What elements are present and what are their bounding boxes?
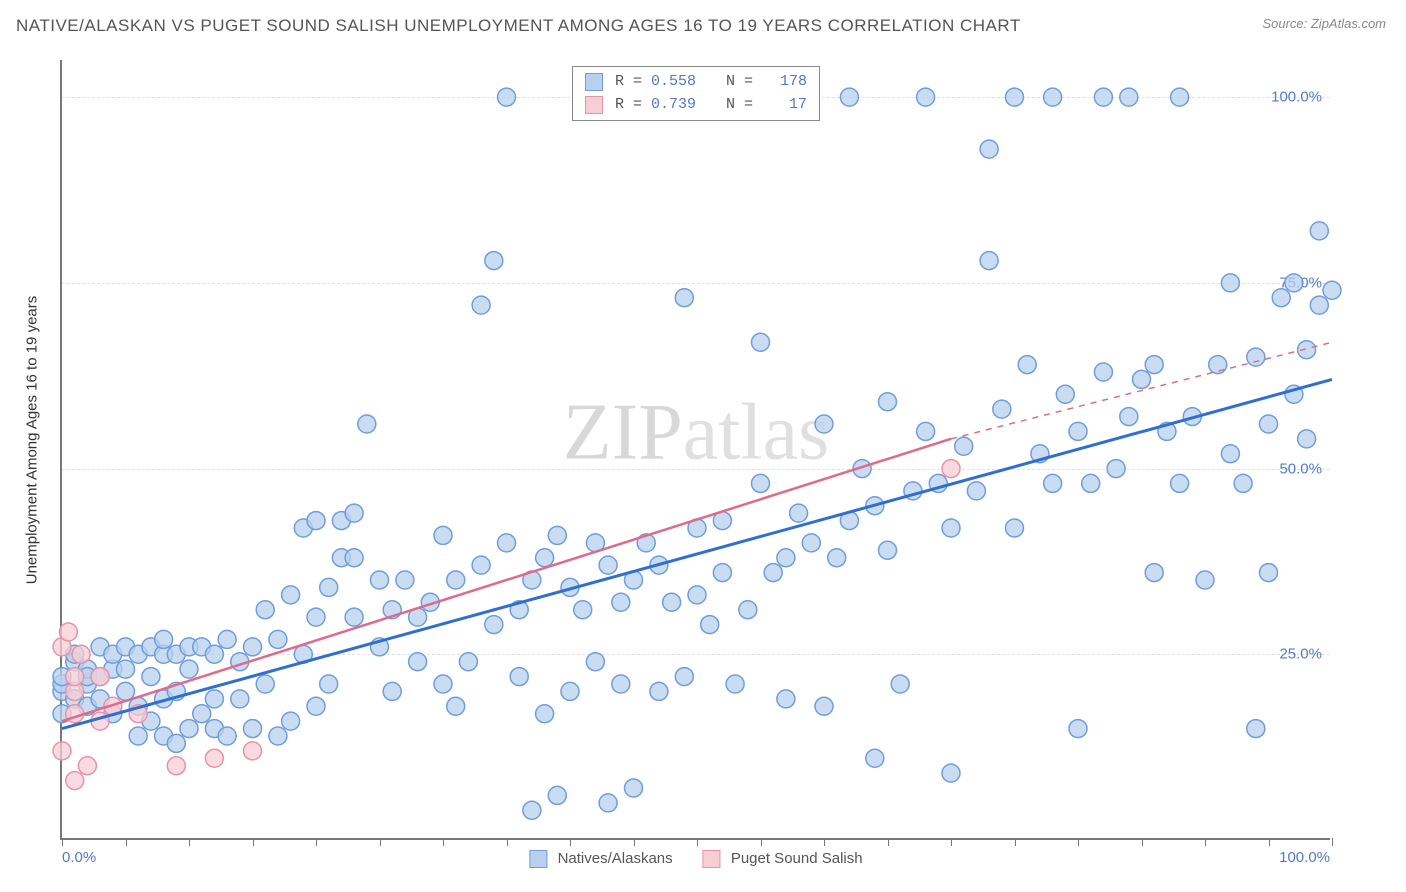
legend-label-a: Natives/Alaskans xyxy=(558,850,673,867)
source-attribution: Source: ZipAtlas.com xyxy=(1262,16,1386,31)
legend-item-b: Puget Sound Salish xyxy=(703,850,863,868)
legend-label-b: Puget Sound Salish xyxy=(731,850,863,867)
n-label-b: N = xyxy=(726,94,753,117)
legend-row-series-b: R = 0.739 N = 17 xyxy=(585,94,807,117)
scatter-svg xyxy=(62,60,1330,838)
plot-area: ZIPatlas 25.0%50.0%75.0%100.0% 0.0% 100.… xyxy=(60,60,1330,840)
swatch-series-a xyxy=(585,73,603,91)
legend-row-series-a: R = 0.558 N = 178 xyxy=(585,71,807,94)
n-value-a: 178 xyxy=(759,71,807,94)
r-label-b: R = xyxy=(615,94,642,117)
r-label-a: R = xyxy=(615,71,642,94)
x-axis-min-label: 0.0% xyxy=(62,849,96,866)
n-value-b: 17 xyxy=(759,94,807,117)
chart-title: NATIVE/ALASKAN VS PUGET SOUND SALISH UNE… xyxy=(16,16,1021,36)
series-legend: Natives/Alaskans Puget Sound Salish xyxy=(529,850,862,868)
swatch-b-icon xyxy=(703,850,721,868)
n-label-a: N = xyxy=(726,71,753,94)
r-value-a: 0.558 xyxy=(648,71,696,94)
r-value-b: 0.739 xyxy=(648,94,696,117)
legend-item-a: Natives/Alaskans xyxy=(529,850,672,868)
correlation-legend: R = 0.558 N = 178 R = 0.739 N = 17 xyxy=(572,66,820,121)
y-axis-label: Unemployment Among Ages 16 to 19 years xyxy=(24,296,41,585)
swatch-series-b xyxy=(585,96,603,114)
x-axis-max-label: 100.0% xyxy=(1279,849,1330,866)
swatch-a-icon xyxy=(529,850,547,868)
